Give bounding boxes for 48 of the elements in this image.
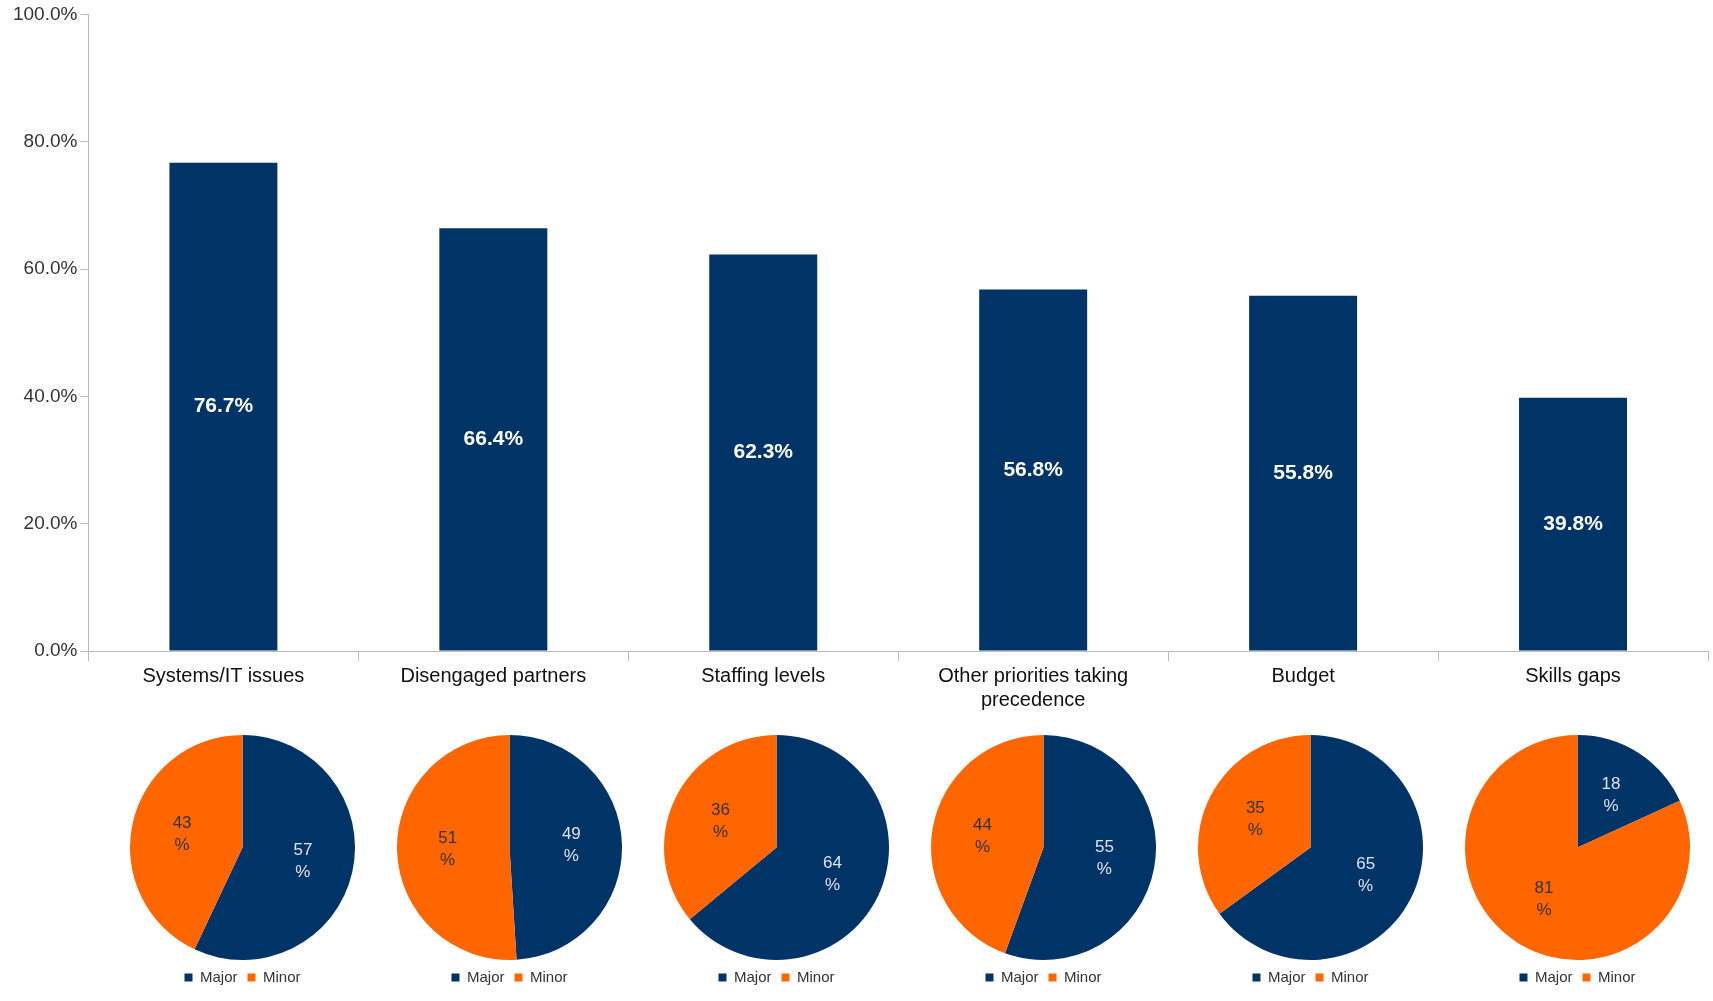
bar: [1519, 397, 1628, 651]
legend-label: Major: [1000, 967, 1039, 985]
legend-label: Minor: [530, 967, 568, 985]
data-label: 43 %: [172, 812, 192, 854]
data-label: 64 %: [823, 852, 842, 894]
y-tick-label: 80.0%: [23, 129, 78, 151]
data-label: 56.8%: [1003, 456, 1064, 480]
data-label: 36 %: [711, 799, 730, 841]
data-label: 51 %: [438, 828, 458, 870]
data-label: 81 %: [1534, 878, 1554, 920]
x-tick-label: Skills gaps: [1525, 663, 1621, 686]
legend-label: Major: [1534, 967, 1573, 985]
x-tick-label: Disengaged partners: [400, 663, 587, 686]
y-tick-label: 20.0%: [23, 511, 78, 533]
bar: [979, 289, 1088, 651]
legend-label: Minor: [1331, 967, 1369, 985]
y-tick-label: 100.0%: [12, 2, 78, 24]
legend-label: Minor: [263, 967, 301, 985]
y-tick-label: 60.0%: [23, 257, 78, 279]
x-tick-label: Systems/IT issues: [142, 663, 305, 686]
bar: [1249, 295, 1358, 651]
data-label: 65 %: [1356, 854, 1376, 896]
data-label: 66.4%: [463, 426, 524, 450]
data-label: 57 %: [293, 839, 313, 881]
bar: [439, 228, 548, 651]
data-label: 39.8%: [1543, 510, 1604, 534]
y-tick-label: 0.0%: [34, 639, 78, 661]
data-label: 18 %: [1601, 774, 1621, 816]
data-label: 44 %: [973, 815, 993, 857]
bar: [709, 254, 818, 651]
data-label: 62.3%: [733, 439, 794, 463]
legend-label: Major: [466, 967, 505, 985]
data-label: 55 %: [1094, 836, 1114, 878]
data-label: 76.7%: [193, 393, 254, 417]
data-label: 49 %: [561, 824, 581, 866]
legend-label: Major: [733, 967, 772, 985]
legend-label: Minor: [797, 967, 835, 985]
y-tick-label: 40.0%: [23, 384, 78, 406]
data-label: 55.8%: [1273, 459, 1334, 483]
legend-label: Major: [199, 967, 238, 985]
legend-label: Minor: [1598, 967, 1636, 985]
x-tick-label: Other priorities taking precedence: [938, 663, 1129, 710]
legend-label: Minor: [1064, 967, 1102, 985]
legend-label: Major: [1267, 967, 1306, 985]
data-label: 35 %: [1245, 798, 1265, 840]
bar: [169, 162, 278, 651]
x-tick-label: Budget: [1271, 663, 1336, 686]
x-tick-label: Staffing levels: [701, 663, 826, 686]
